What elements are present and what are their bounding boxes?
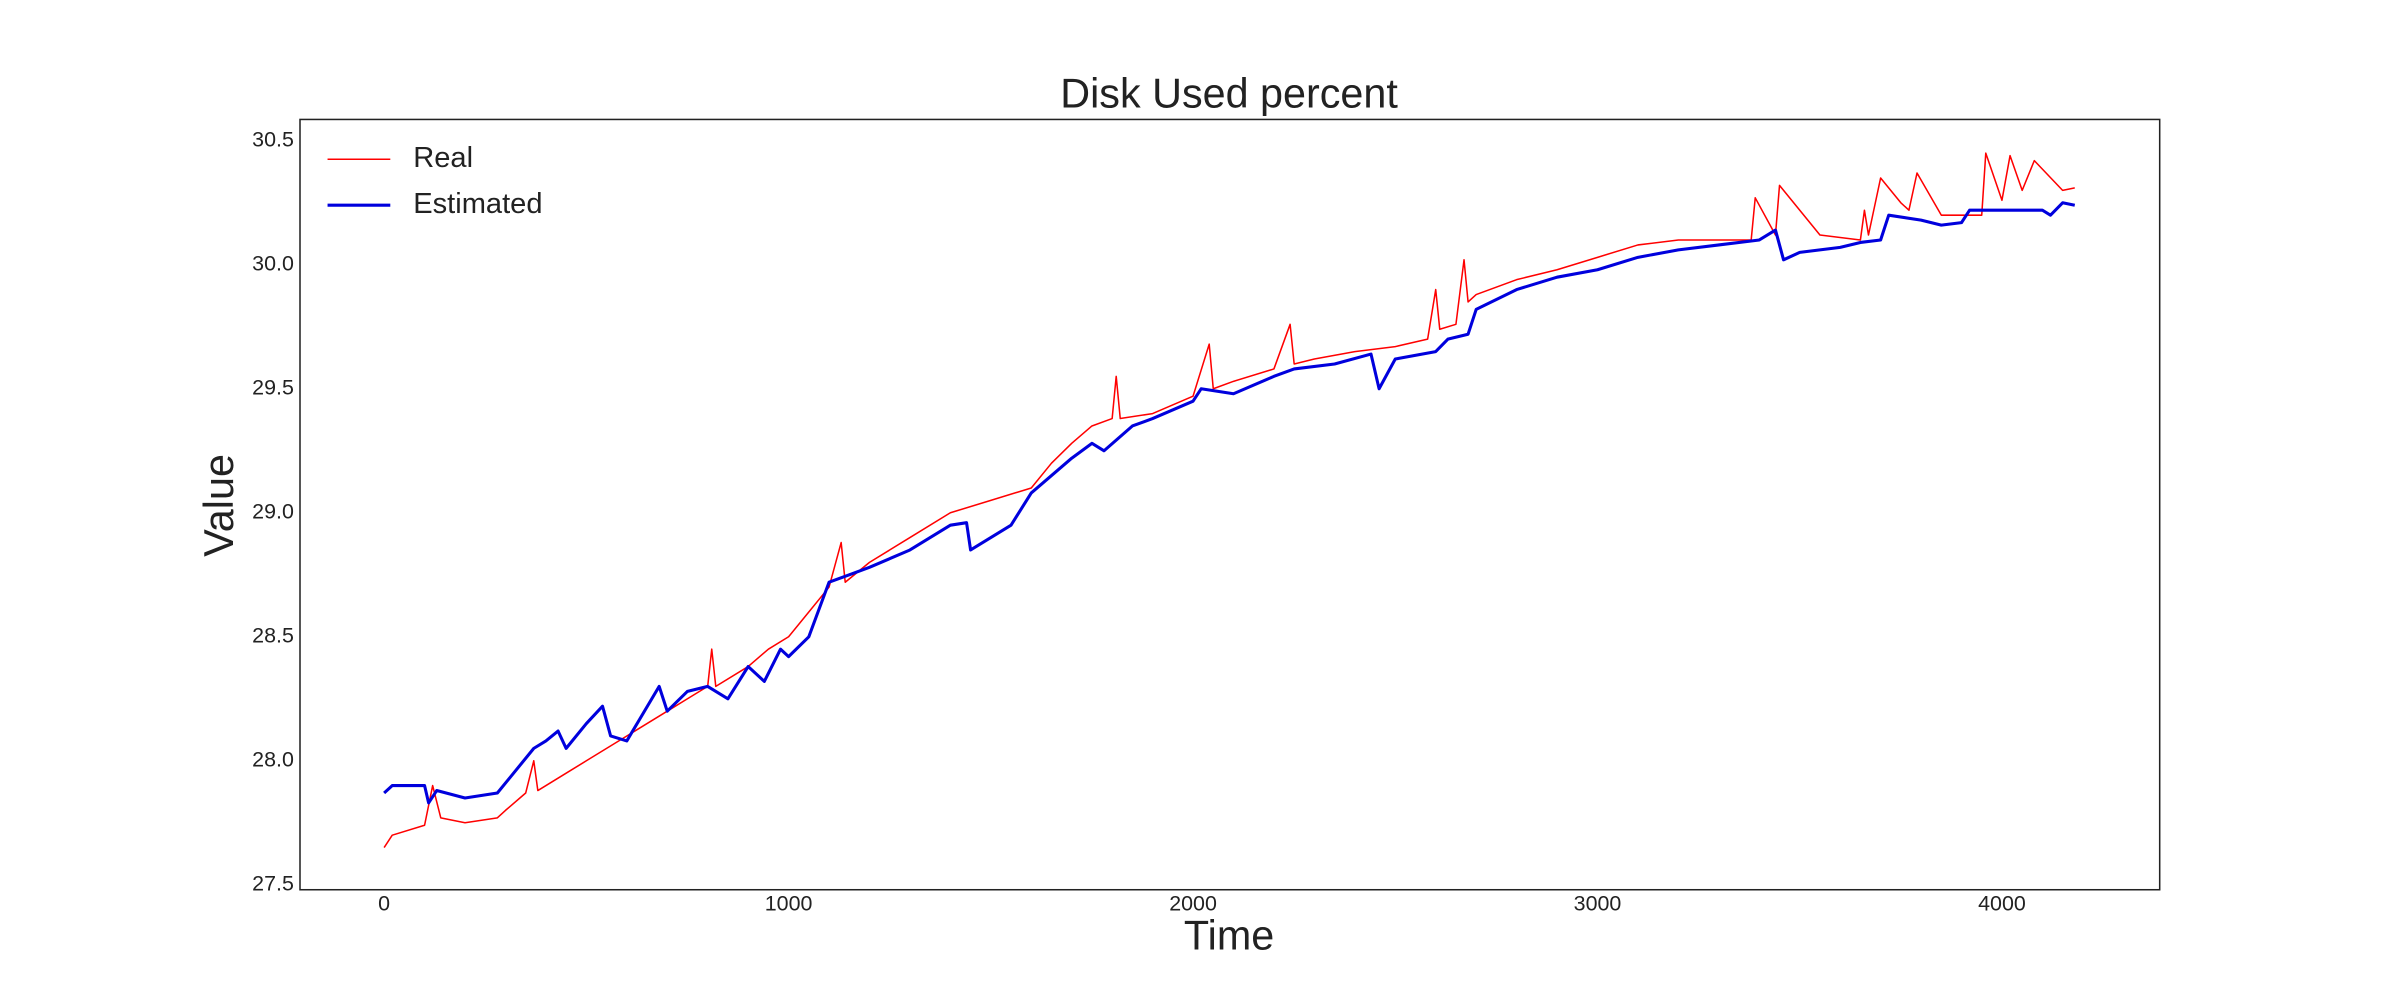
y-tick-label: 29.0 [252,499,294,523]
legend-label: Estimated [413,188,542,220]
x-axis-label: Time [1184,913,1274,959]
plot-frame [299,118,2161,891]
x-tick-label: 1000 [765,892,813,916]
legend-label: Real [413,142,473,174]
x-tick-label: 0 [378,892,390,916]
y-axis-label: Value [196,454,242,557]
x-tick-label: 4000 [1978,892,2026,916]
data-line [383,201,2076,805]
chart-title: Disk Used percent [1060,70,1398,116]
x-tick-label: 3000 [1574,892,1622,916]
y-tick-label: 27.5 [252,871,294,895]
y-tick-label: 30.5 [252,127,294,151]
y-tick-label: 28.0 [252,747,294,771]
data-line [383,152,2075,848]
y-tick-label: 28.5 [252,623,294,647]
x-tick-label: 2000 [1169,892,1217,916]
y-tick-label: 29.5 [252,375,294,399]
y-tick-label: 30.0 [252,251,294,275]
